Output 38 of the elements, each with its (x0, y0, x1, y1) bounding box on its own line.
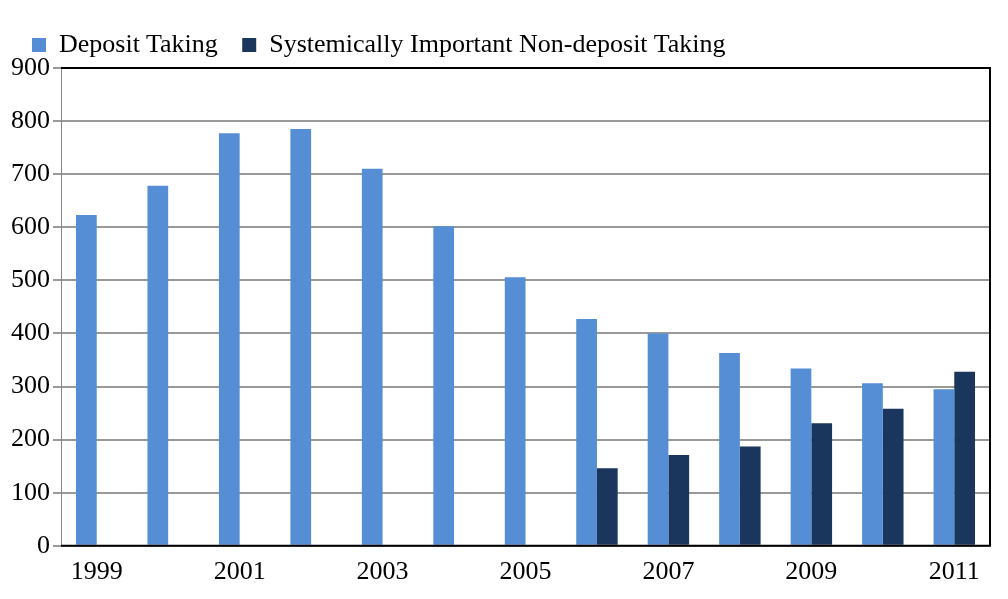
x-tick-label: 2005 (499, 556, 552, 586)
x-tick-label: 2001 (213, 556, 266, 586)
y-tick-label: 100 (11, 476, 50, 506)
y-tick-label: 0 (37, 529, 50, 559)
bar (739, 446, 761, 545)
y-tick-label: 800 (11, 104, 50, 134)
bar (882, 408, 904, 545)
bar (647, 333, 669, 545)
y-tick-label: 400 (11, 317, 50, 347)
bar (862, 383, 883, 545)
bar (790, 368, 812, 545)
bar (290, 129, 312, 545)
bar (76, 215, 97, 545)
y-tick-label: 700 (11, 158, 50, 188)
legend-label: Systemically Important Non-deposit Taking (269, 28, 726, 58)
bar (504, 277, 526, 545)
x-tick-label: 1999 (70, 556, 123, 586)
y-tick-label: 500 (11, 264, 50, 294)
bar (361, 168, 383, 545)
bar (576, 319, 597, 545)
x-tick-label: 2011 (928, 556, 980, 586)
bar (933, 389, 955, 545)
bar (954, 371, 975, 545)
bar (596, 468, 618, 545)
x-tick-label: 2009 (785, 556, 838, 586)
bar (218, 133, 240, 545)
bar (147, 185, 169, 545)
y-tick-label: 200 (11, 423, 50, 453)
y-tick-label: 300 (11, 370, 50, 400)
x-tick-label: 2003 (356, 556, 409, 586)
bar (719, 353, 740, 545)
bar (433, 226, 455, 545)
bar (668, 455, 690, 545)
y-tick-label: 600 (11, 211, 50, 241)
y-tick-label: 900 (11, 51, 50, 81)
x-tick-label: 2007 (642, 556, 695, 586)
legend-label: Deposit Taking (59, 28, 218, 58)
bar (811, 423, 833, 545)
